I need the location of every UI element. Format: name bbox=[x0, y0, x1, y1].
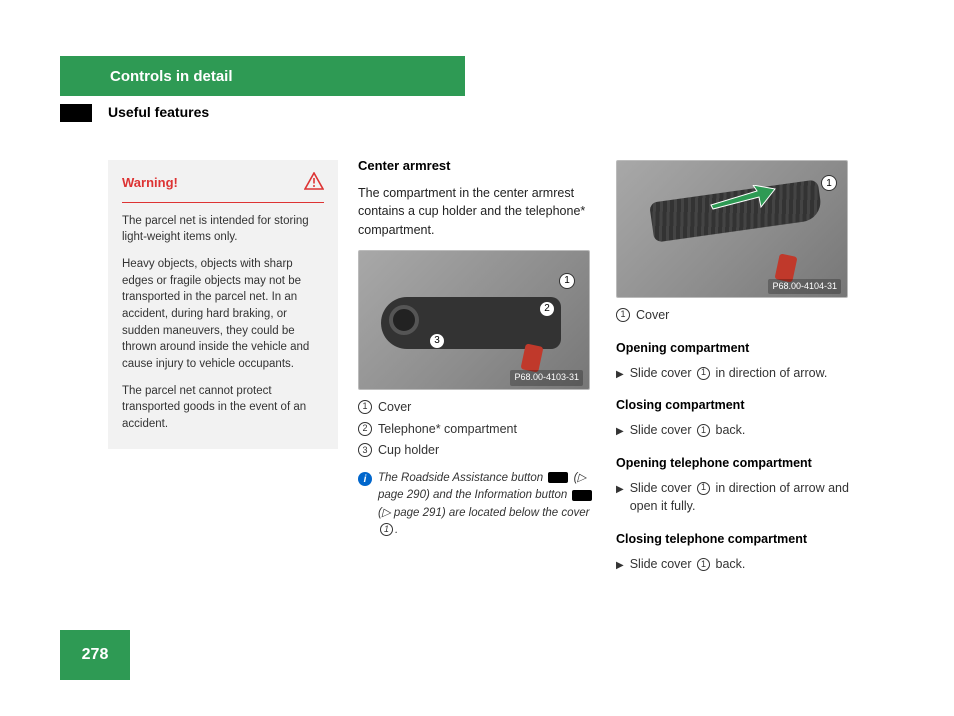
opening-telephone-heading: Opening telephone compartment bbox=[616, 454, 854, 473]
step-item: ▶ Slide cover 1 back. bbox=[616, 421, 854, 440]
callout-2: 2 bbox=[539, 301, 555, 317]
warning-p3: The parcel net cannot protect transporte… bbox=[122, 383, 324, 433]
warning-header: Warning! bbox=[122, 172, 324, 203]
closing-telephone-heading: Closing telephone compartment bbox=[616, 530, 854, 549]
warning-box: Warning! The parcel net is intended for … bbox=[108, 160, 338, 449]
image-ref-1: P68.00-4103-31 bbox=[510, 370, 583, 386]
callout-3: 3 bbox=[429, 333, 445, 349]
closing-compartment-heading: Closing compartment bbox=[616, 396, 854, 415]
chapter-header: Controls in detail bbox=[60, 56, 465, 96]
step-item: ▶ Slide cover 1 in direction of arrow an… bbox=[616, 479, 854, 517]
step-item: ▶ Slide cover 1 in direction of arrow. bbox=[616, 364, 854, 383]
callout-1b: 1 bbox=[821, 175, 837, 191]
info-note: i The Roadside Assistance button (▷ page… bbox=[358, 470, 596, 539]
cover-ref-icon: 1 bbox=[380, 523, 393, 536]
warning-p2: Heavy objects, objects with sharp edges … bbox=[122, 256, 324, 373]
callout-1: 1 bbox=[559, 273, 575, 289]
opening-compartment-heading: Opening compartment bbox=[616, 339, 854, 358]
center-armrest-intro: The compartment in the center armrest co… bbox=[358, 184, 596, 240]
armrest-image-2: 1 P68.00-4104-31 bbox=[616, 160, 848, 298]
section-tab bbox=[60, 104, 92, 122]
info-text: The Roadside Assistance button (▷ page 2… bbox=[378, 470, 596, 539]
column-right: 1 P68.00-4104-31 1Cover Opening compartm… bbox=[616, 160, 854, 577]
warning-triangle-icon bbox=[304, 172, 324, 196]
info-icon: i bbox=[358, 472, 372, 486]
triangle-bullet-icon: ▶ bbox=[616, 558, 624, 573]
section-title: Useful features bbox=[108, 104, 209, 120]
center-armrest-heading: Center armrest bbox=[358, 156, 596, 176]
information-button-icon bbox=[572, 490, 592, 501]
legend-list-1: 1Cover 2Telephone* compartment 3Cup hold… bbox=[358, 398, 596, 460]
legend-item: 3Cup holder bbox=[358, 441, 596, 460]
page-number-box: 278 bbox=[60, 630, 130, 680]
column-center: Center armrest The compartment in the ce… bbox=[358, 156, 596, 539]
triangle-bullet-icon: ▶ bbox=[616, 367, 624, 382]
chapter-title: Controls in detail bbox=[110, 68, 233, 85]
triangle-bullet-icon: ▶ bbox=[616, 482, 624, 497]
direction-arrow-icon bbox=[707, 185, 777, 211]
triangle-bullet-icon: ▶ bbox=[616, 424, 624, 439]
legend-item: 2Telephone* compartment bbox=[358, 420, 596, 439]
roadside-button-icon bbox=[548, 472, 568, 483]
warning-title: Warning! bbox=[122, 174, 178, 193]
image-ref-2: P68.00-4104-31 bbox=[768, 279, 841, 295]
armrest-image-1: 1 2 3 P68.00-4103-31 bbox=[358, 250, 590, 390]
step-item: ▶ Slide cover 1 back. bbox=[616, 555, 854, 574]
page-number: 278 bbox=[82, 646, 109, 664]
legend-item: 1Cover bbox=[616, 306, 854, 325]
legend-item: 1Cover bbox=[358, 398, 596, 417]
warning-p1: The parcel net is intended for storing l… bbox=[122, 213, 324, 246]
legend-list-2: 1Cover bbox=[616, 306, 854, 325]
